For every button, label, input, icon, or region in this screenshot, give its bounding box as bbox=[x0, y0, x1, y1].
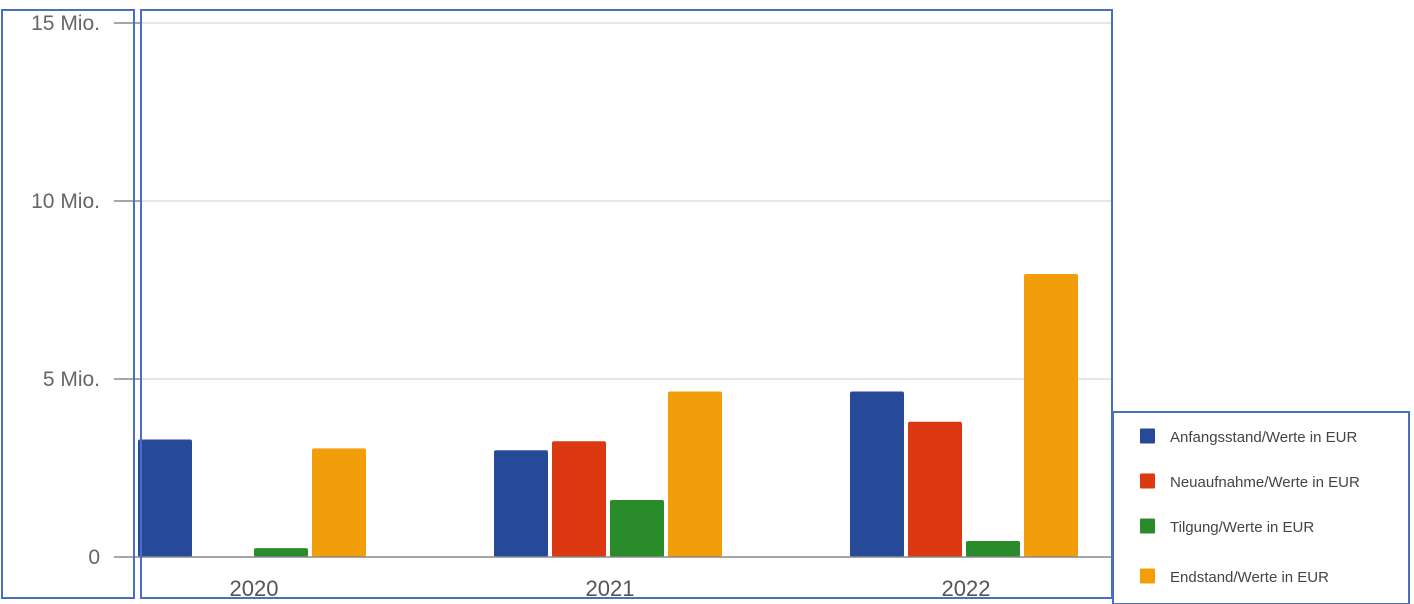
legend: Anfangsstand/Werte in EUR Neuaufnahme/Wer… bbox=[1112, 411, 1410, 604]
bar-2022-series-4[interactable] bbox=[1024, 273, 1078, 557]
bar-2021-series-3[interactable] bbox=[610, 500, 664, 557]
y-tick-label: 15 Mio. bbox=[31, 12, 100, 35]
bar-2021-series-2[interactable] bbox=[552, 441, 606, 557]
y-axis-selection-frame bbox=[1, 9, 135, 599]
legend-label[interactable]: Endstand/Werte in EUR bbox=[1170, 569, 1329, 586]
selection-frames bbox=[1, 9, 1113, 599]
axes: 0 5 Mio. 10 Mio. 15 Mio. 2020 2021 2022 bbox=[31, 12, 1112, 601]
bar-2021-series-4[interactable] bbox=[668, 391, 722, 557]
bar-2020-series-1[interactable] bbox=[138, 439, 192, 557]
bar-2022-series-3[interactable] bbox=[966, 540, 1020, 557]
bar-2020-series-4[interactable] bbox=[312, 448, 366, 557]
y-tick-label: 0 bbox=[88, 546, 100, 569]
legend-swatch bbox=[1140, 568, 1155, 584]
bars bbox=[138, 273, 1078, 557]
bar-2020-series-3[interactable] bbox=[254, 548, 308, 557]
legend-label[interactable]: Neuaufnahme/Werte in EUR bbox=[1170, 474, 1360, 491]
legend-swatch bbox=[1140, 428, 1155, 444]
x-category-label: 2020 bbox=[230, 576, 279, 601]
y-tick-label: 5 Mio. bbox=[43, 368, 100, 391]
plot-area-selection-frame bbox=[140, 9, 1113, 599]
x-category-label: 2022 bbox=[942, 576, 991, 601]
bar-2022-series-2[interactable] bbox=[908, 421, 962, 557]
legend-label[interactable]: Anfangsstand/Werte in EUR bbox=[1170, 429, 1357, 446]
x-category-label: 2021 bbox=[586, 576, 635, 601]
legend-box bbox=[1112, 411, 1410, 604]
legend-label[interactable]: Tilgung/Werte in EUR bbox=[1170, 519, 1314, 536]
legend-swatch bbox=[1140, 473, 1155, 489]
legend-swatch bbox=[1140, 518, 1155, 534]
y-tick-label: 10 Mio. bbox=[31, 190, 100, 213]
gridlines bbox=[140, 22, 1112, 380]
bar-2022-series-1[interactable] bbox=[850, 391, 904, 557]
bar-2021-series-1[interactable] bbox=[494, 450, 548, 557]
